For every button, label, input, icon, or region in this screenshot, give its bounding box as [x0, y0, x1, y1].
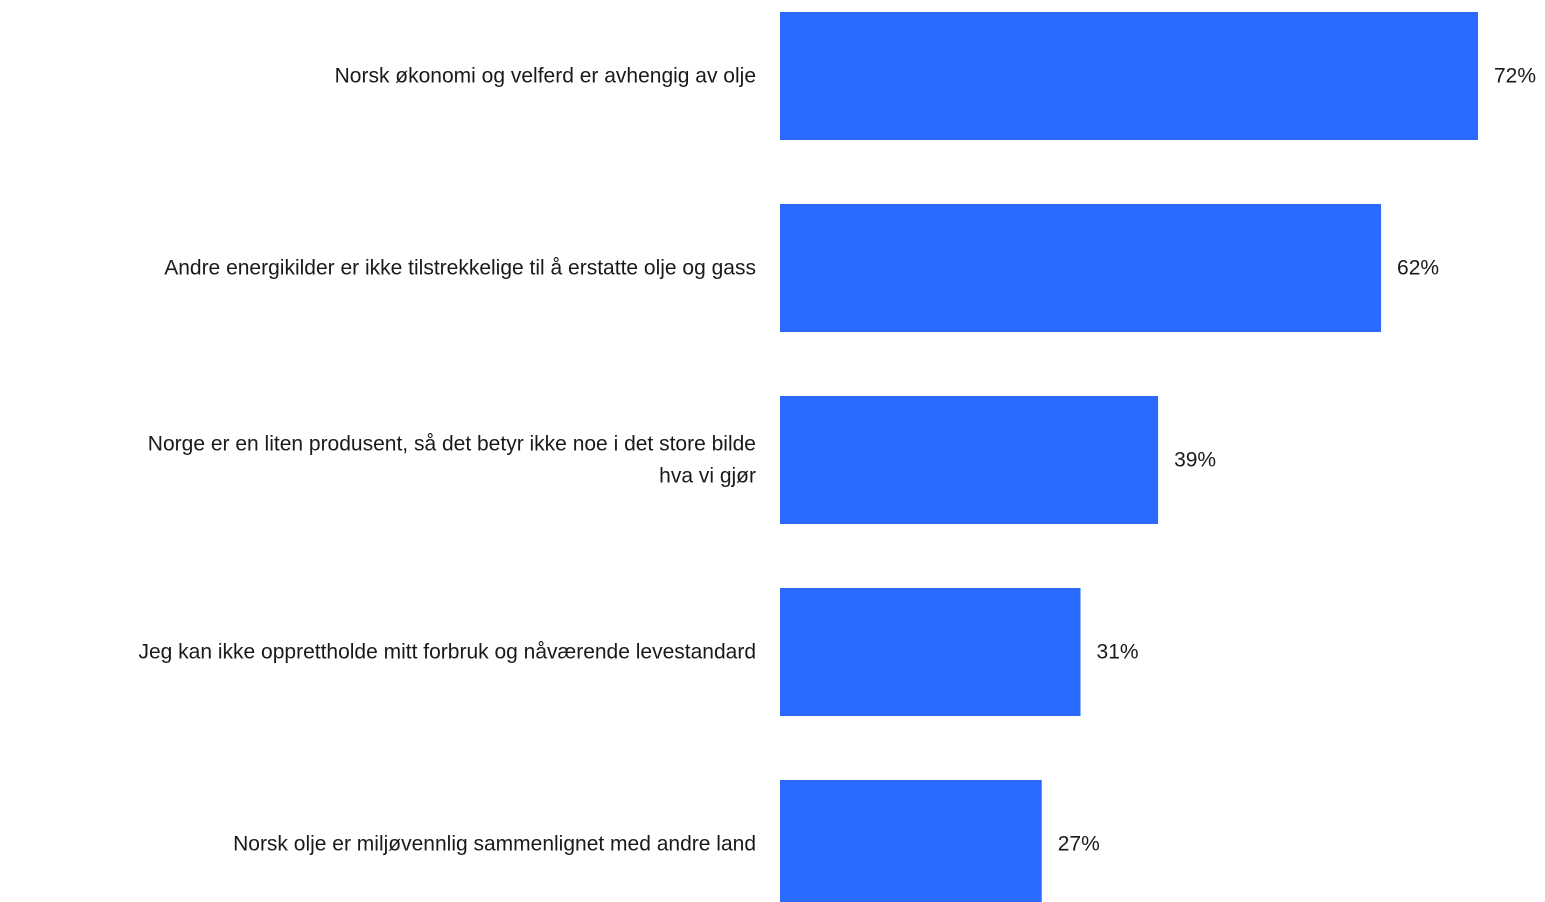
category-label-1: Norsk økonomi og velferd er avhengig av … — [335, 65, 756, 88]
category-label-line: Norge er en liten produsent, så det bety… — [148, 433, 756, 456]
bar-5 — [780, 780, 1042, 902]
bar-value-label-4: 31% — [1097, 641, 1139, 664]
bar-value-label-5: 27% — [1058, 833, 1100, 856]
bar-2 — [780, 204, 1382, 332]
bar-value-label-2: 62% — [1397, 257, 1439, 280]
category-label-line: Norsk olje er miljøvennlig sammenlignet … — [233, 833, 756, 856]
category-label-line: Norsk økonomi og velferd er avhengig av … — [335, 65, 756, 88]
category-label-5: Norsk olje er miljøvennlig sammenlignet … — [233, 833, 756, 856]
bar-4 — [780, 588, 1081, 716]
bar-value-label-1: 72% — [1494, 65, 1536, 88]
category-label-4: Jeg kan ikke opprettholde mitt forbruk o… — [138, 641, 756, 664]
category-label-line: Andre energikilder er ikke tilstrekkelig… — [164, 257, 756, 280]
bar-1 — [780, 12, 1478, 140]
bar-value-label-3: 39% — [1174, 449, 1216, 472]
category-label-2: Andre energikilder er ikke tilstrekkelig… — [164, 257, 756, 280]
category-label-line: Jeg kan ikke opprettholde mitt forbruk o… — [138, 641, 756, 664]
category-label-line: hva vi gjør — [659, 465, 756, 488]
category-label-3: Norge er en liten produsent, så det bety… — [148, 433, 756, 488]
bar-3 — [780, 396, 1159, 524]
